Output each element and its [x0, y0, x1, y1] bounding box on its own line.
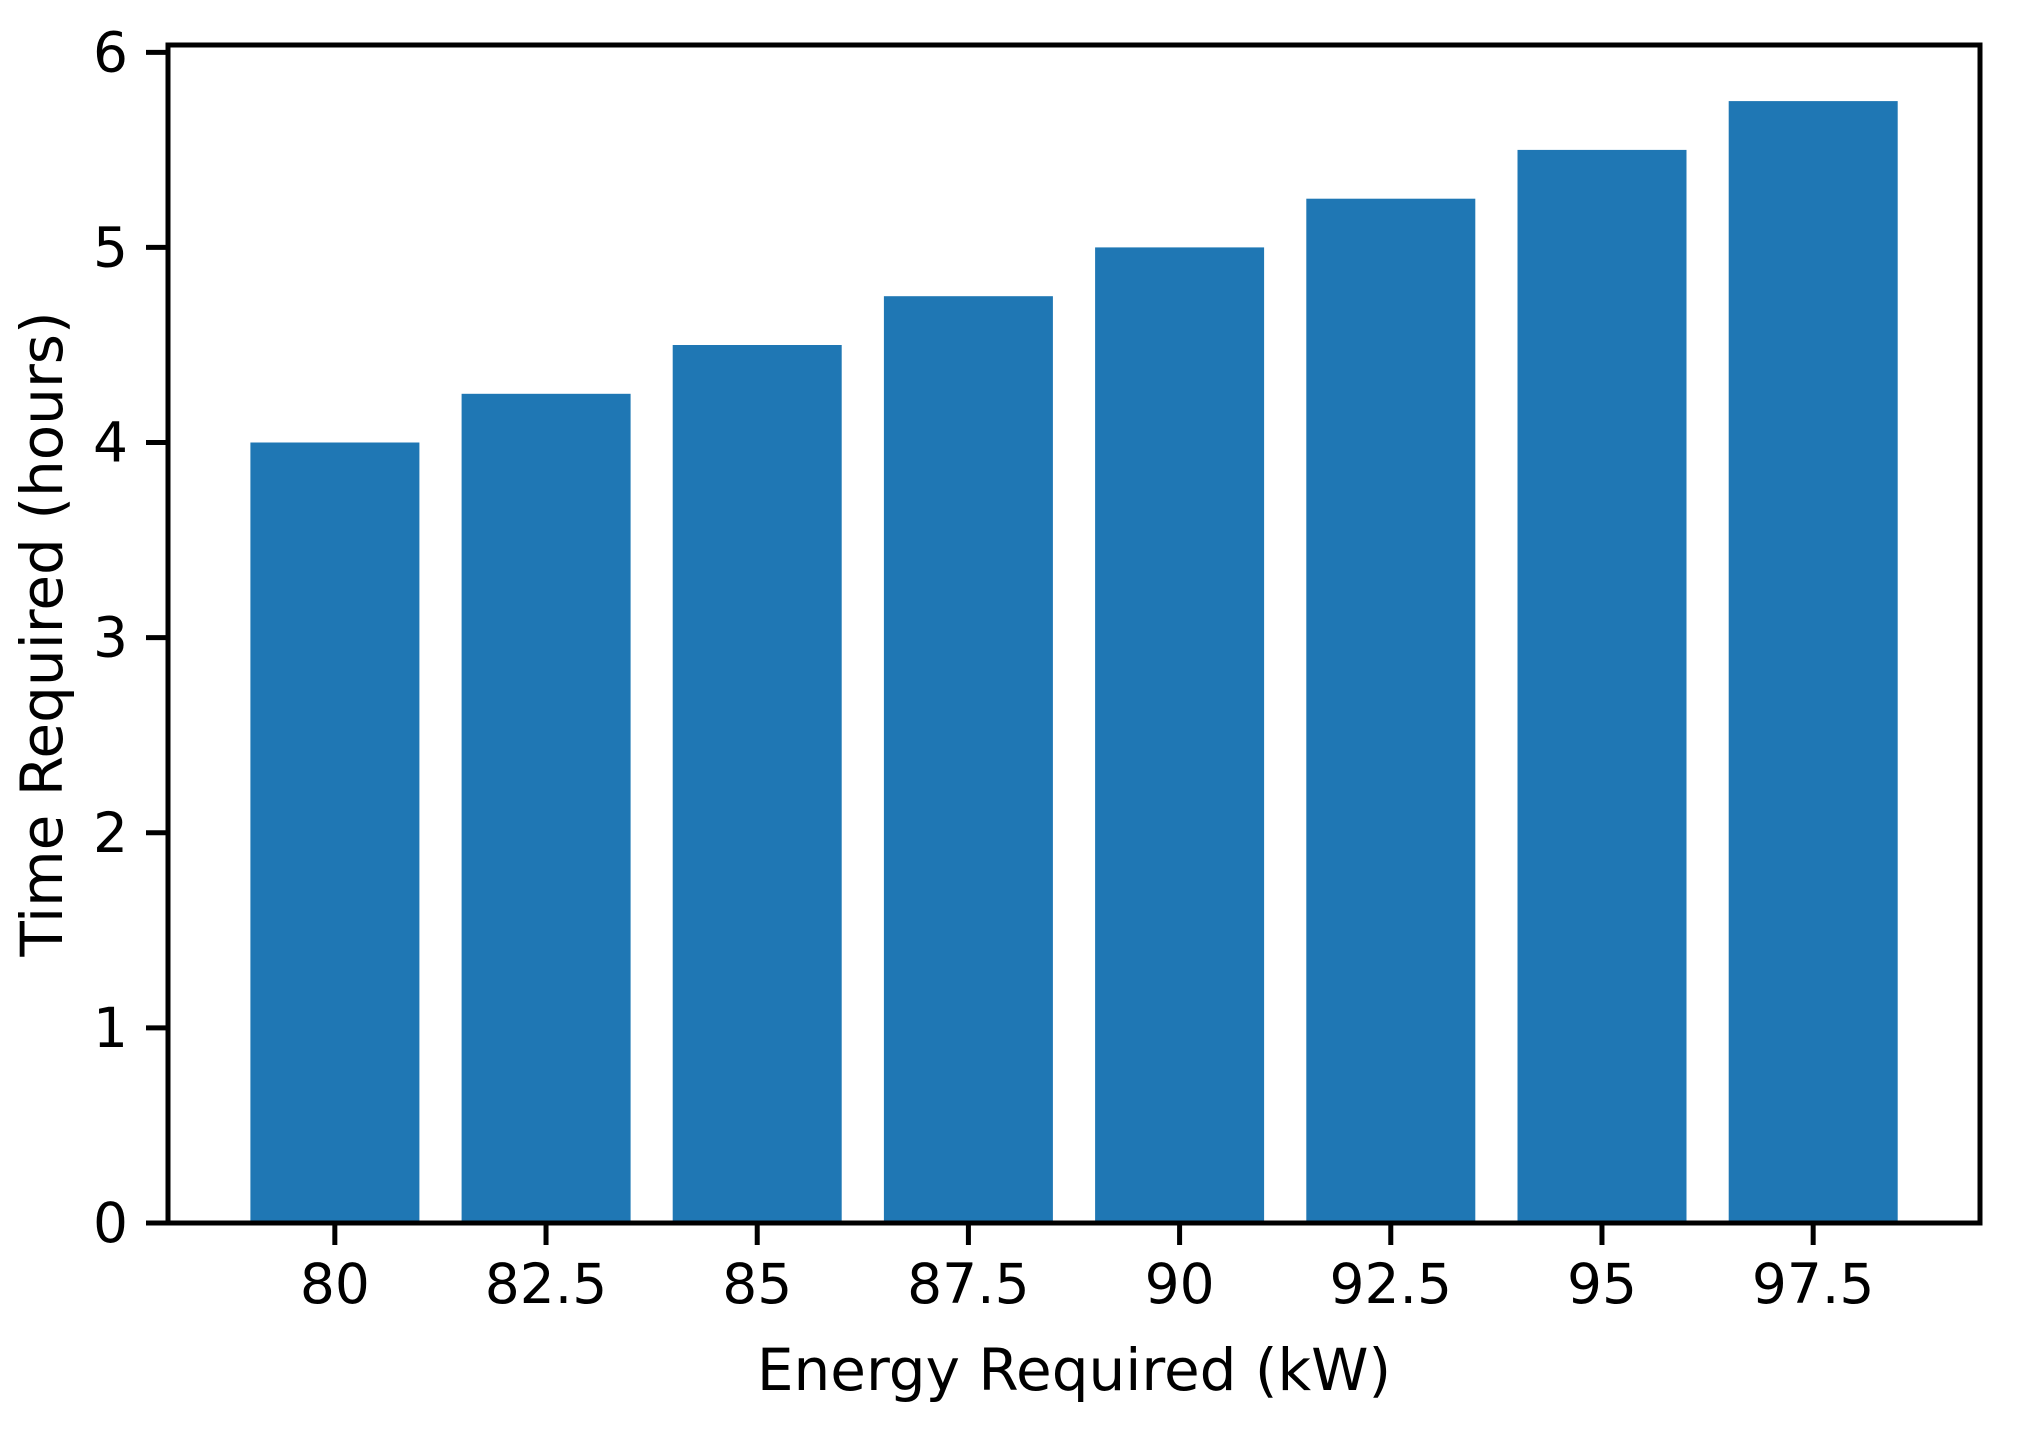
x-tick-label: 92.5 [1330, 1252, 1452, 1316]
axis-ticks-group: 80 82.5 85 87.5 90 92.5 95 97.5 0 1 2 3 4 5 6 [93, 20, 1874, 1316]
y-tick-label: 6 [93, 20, 128, 84]
y-tick-label: 3 [93, 606, 128, 670]
plot-border-group [165, 42, 1983, 1226]
bar [1728, 101, 1898, 1224]
bar [1095, 247, 1265, 1223]
x-tick-label: 85 [722, 1252, 792, 1316]
x-tick-label: 90 [1145, 1252, 1215, 1316]
x-tick-label: 80 [300, 1252, 370, 1316]
bar [250, 442, 420, 1223]
bars-group [250, 101, 1898, 1224]
y-tick-label: 2 [93, 801, 128, 865]
x-tick-label: 87.5 [907, 1252, 1029, 1316]
x-tick-label: 82.5 [485, 1252, 607, 1316]
bar [672, 345, 842, 1223]
bar [883, 296, 1053, 1223]
x-tick-label: 97.5 [1752, 1252, 1874, 1316]
x-tick-label: 95 [1567, 1252, 1637, 1316]
y-tick-label: 4 [93, 411, 128, 475]
y-tick-label: 1 [93, 996, 128, 1060]
y-tick-label: 0 [93, 1191, 128, 1255]
y-axis-label: Time Required (hours) [8, 311, 76, 957]
x-axis-label: Energy Required (kW) [757, 1336, 1391, 1404]
plot-border [165, 42, 1983, 1226]
bar [461, 393, 631, 1223]
bar [1517, 149, 1687, 1223]
bar [1306, 198, 1476, 1224]
y-tick-label: 5 [93, 215, 128, 279]
